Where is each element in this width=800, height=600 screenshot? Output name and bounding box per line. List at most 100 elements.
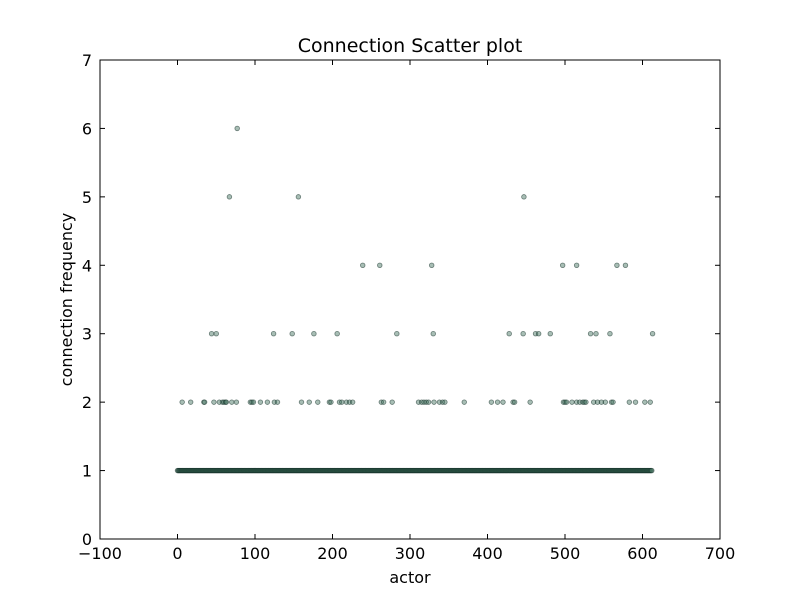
data-point [563, 399, 570, 405]
data-point [520, 331, 526, 337]
y-tick-label: 4 [82, 256, 92, 275]
data-point [298, 399, 305, 405]
data-point [233, 399, 240, 405]
data-point [598, 399, 605, 405]
x-tick-label: 500 [550, 544, 581, 563]
y-tick-label: 6 [82, 119, 92, 138]
y-tick-label: 0 [82, 530, 92, 549]
data-point [590, 399, 597, 405]
data-point [583, 399, 589, 405]
data-point [593, 331, 599, 337]
data-point [295, 194, 302, 200]
data-point [306, 399, 312, 405]
data-point [179, 399, 185, 405]
data-point [626, 399, 633, 405]
data-point [547, 331, 553, 337]
x-tick-label: 100 [240, 544, 271, 563]
data-point [334, 331, 340, 337]
data-point [223, 399, 230, 405]
data-point [208, 331, 215, 337]
data-point [229, 399, 235, 405]
data-point [488, 399, 495, 405]
data-point [569, 399, 575, 405]
data-point [527, 399, 533, 405]
data-point [389, 399, 395, 405]
data-point [226, 194, 233, 200]
data-point [430, 331, 436, 337]
data-point [315, 399, 321, 405]
data-point [608, 399, 615, 405]
data-point [559, 262, 566, 268]
data-point [274, 399, 281, 405]
data-point [326, 399, 333, 405]
data-point [257, 399, 264, 405]
x-tick-label: 400 [472, 544, 503, 563]
x-tick-label: 300 [395, 544, 426, 563]
data-point [201, 399, 208, 405]
data-point [394, 331, 400, 337]
data-point [573, 262, 580, 268]
y-tick-label: 7 [82, 51, 92, 70]
data-point [425, 399, 432, 405]
y-tick-label: 2 [82, 393, 92, 412]
data-point [614, 262, 620, 268]
data-point [535, 331, 542, 337]
data-point [602, 399, 608, 405]
data-point [521, 194, 527, 200]
x-tick-label: −100 [78, 544, 122, 563]
data-point [328, 399, 334, 405]
data-point [461, 399, 467, 405]
data-point [647, 399, 653, 405]
data-point [213, 331, 219, 337]
data-point [349, 399, 356, 405]
data-point [500, 399, 506, 405]
data-point [494, 399, 501, 405]
y-axis-title: connection frequency [57, 213, 76, 387]
data-point [642, 399, 648, 405]
data-point [587, 331, 594, 337]
plot-area-frame [99, 59, 721, 540]
data-point [211, 399, 217, 405]
data-point [270, 331, 277, 337]
x-axis-title: actor [389, 568, 431, 587]
data-point [510, 399, 516, 405]
x-tick-label: 200 [317, 544, 348, 563]
data-point [339, 399, 345, 405]
x-tick-label: 600 [627, 544, 658, 563]
data-point [581, 399, 588, 405]
data-point [380, 399, 387, 405]
data-point [562, 399, 568, 405]
x-tick-label: 700 [705, 544, 736, 563]
data-point [360, 262, 366, 268]
data-point [610, 399, 616, 405]
data-point [234, 125, 240, 132]
data-point [264, 399, 271, 405]
data-point [632, 399, 639, 405]
baseline-point [649, 467, 655, 474]
data-point [607, 331, 613, 337]
data-point [250, 399, 257, 405]
data-point [429, 262, 435, 268]
data-point [289, 331, 295, 337]
data-point [377, 262, 383, 268]
data-point [594, 399, 601, 405]
data-point [431, 399, 437, 405]
data-point [511, 399, 518, 405]
data-point [187, 399, 194, 405]
x-tick-label: 0 [172, 544, 182, 563]
y-tick-label: 5 [82, 188, 92, 207]
chart-title: Connection Scatter plot [298, 35, 523, 57]
data-point [311, 331, 317, 337]
data-point [649, 331, 656, 337]
data-point [622, 262, 629, 268]
y-tick-label: 1 [82, 462, 92, 481]
data-point [249, 399, 255, 405]
data-point [442, 399, 448, 405]
y-tick-label: 3 [82, 325, 92, 344]
data-point [506, 331, 512, 337]
points-layer [174, 125, 656, 474]
